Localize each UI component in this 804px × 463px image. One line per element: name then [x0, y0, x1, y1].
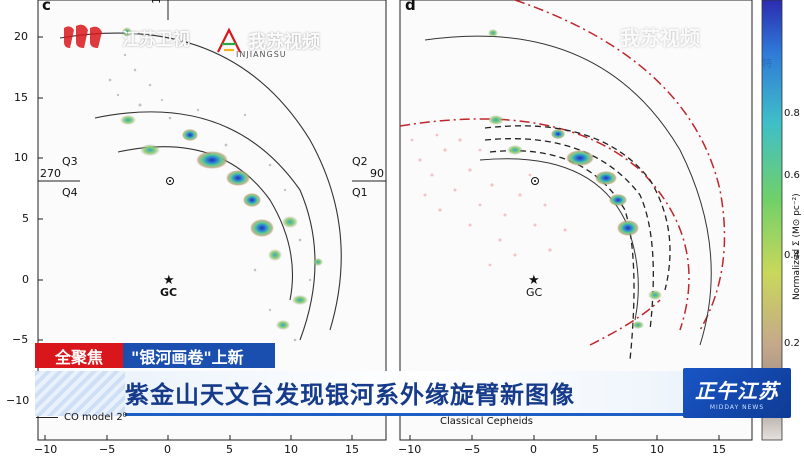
panel-d-cepheids: [410, 133, 567, 267]
gc-star-c: ★: [163, 273, 175, 288]
legend-c-label: CO model 2ᴮ: [64, 412, 128, 423]
jstv-watermark: 江苏卫视: [60, 22, 190, 52]
x-tick-d-5: 5: [592, 443, 599, 456]
gc-label-c: GC: [160, 286, 178, 299]
quad-q1: Q1: [352, 186, 368, 199]
cbar-tick-06: 0.6: [784, 170, 800, 181]
colorbar: [761, 0, 783, 441]
tag-topic: "银河画卷"上新: [123, 343, 275, 368]
quad-q3: Q3: [62, 155, 78, 168]
y-tick-5: 5: [22, 212, 29, 225]
panel-c-top-label: 180: [150, 0, 163, 4]
x-tick-c-15: 15: [345, 443, 359, 456]
jstv-text: 江苏卫视: [122, 29, 190, 50]
panel-d-frame: [399, 0, 753, 441]
quad-90: 90: [370, 167, 384, 180]
panel-d-black-arcs: [484, 125, 671, 361]
wzsp-subtext: INJIANGSU: [236, 50, 287, 59]
x-tick-d-neg5: −5: [464, 443, 481, 456]
gc-star-d: ★: [528, 273, 540, 288]
panel-d-letter: d: [405, 0, 416, 14]
x-tick-c-10: 10: [284, 443, 298, 456]
y-tick-15: 15: [14, 91, 28, 104]
y-tick-neg5: −5: [12, 333, 29, 346]
y-tick-neg10: −10: [6, 394, 30, 407]
gc-label-d: GC: [526, 286, 543, 299]
x-tick-c-0: 0: [164, 443, 171, 456]
cbar-tick-02: 0.2: [784, 338, 800, 349]
right-watermark-sub: 特: [762, 59, 772, 70]
panel-c-letter: c: [42, 0, 51, 14]
cbar-tick-08: 0.8: [784, 108, 800, 119]
panel-d-solid-arcs: [424, 35, 712, 346]
legend-c-line: [36, 417, 58, 418]
x-tick-d-0: 0: [530, 443, 537, 456]
quad-270: 270: [40, 167, 61, 180]
y-tick-10: 10: [14, 151, 28, 164]
x-tick-c-neg5: −5: [99, 443, 116, 456]
x-tick-c-neg10: −10: [34, 443, 58, 456]
wzsp-logo-icon: [217, 27, 241, 53]
panel-c-emission: [120, 27, 323, 330]
y-tick-0: 0: [22, 273, 29, 286]
show-logo: 正午江苏 MIDDAY NEWS: [683, 368, 791, 418]
panel-c-arcs: [59, 32, 342, 341]
headline-stripe: [35, 371, 125, 416]
legend-d: Classical Cepheids: [440, 416, 533, 427]
legend-c: CO model 2ᴮ: [36, 412, 127, 423]
show-subtitle: MIDDAY NEWS: [709, 404, 765, 411]
jstv-logo-icon: [64, 24, 102, 48]
x-tick-d-neg10: −10: [398, 443, 422, 456]
colorbar-label: Normalized Σ (M⊙ pc⁻²): [792, 193, 802, 300]
x-tick-d-15: 15: [712, 443, 726, 456]
y-tick-20: 20: [14, 30, 28, 43]
quad-q2: Q2: [352, 155, 368, 168]
panel-c-scatter: [108, 53, 312, 342]
wzsp-text: 我苏视频: [248, 32, 320, 53]
right-watermark: 我苏视频: [620, 26, 700, 50]
wzsp-watermark: 我苏视频: [214, 26, 320, 56]
x-tick-d-10: 10: [650, 443, 664, 456]
headline-bar: [35, 371, 683, 416]
tag-focus: 全聚焦: [35, 343, 123, 368]
x-tick-c-5: 5: [226, 443, 233, 456]
headline: 紫金山天文台发现银河系外缘旋臂新图像: [125, 381, 575, 409]
panel-d-red-arcs: [399, 0, 726, 346]
cbar-tick-04: 0.4: [784, 250, 800, 261]
show-name: 正午江苏: [695, 379, 779, 403]
quad-q4: Q4: [62, 186, 78, 199]
panel-d-emission: [488, 29, 662, 329]
